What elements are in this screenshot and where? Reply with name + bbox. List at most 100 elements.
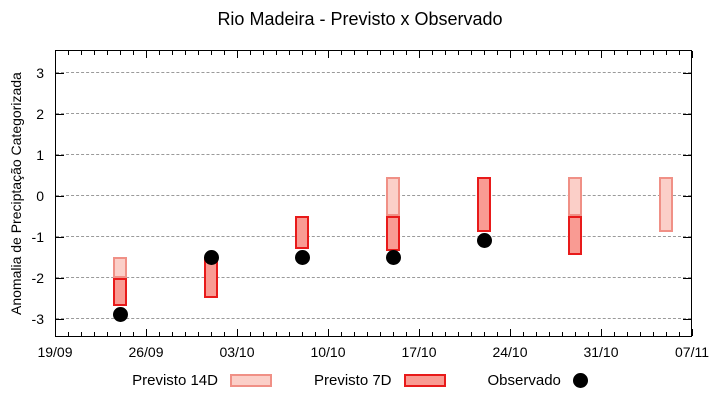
x-tick [666,51,667,55]
x-tick [328,329,329,336]
x-tick [237,51,238,58]
x-tick [458,332,459,336]
x-tick [107,51,108,55]
x-tick [120,51,121,55]
x-tick [536,51,537,55]
chart-title: Rio Madeira - Previsto x Observado [217,9,503,29]
x-tick [380,332,381,336]
x-tick-label: 19/09 [37,344,73,360]
x-tick [458,51,459,55]
observado-swatch-dot [572,373,588,388]
previsto-7d-bar [113,277,127,307]
x-tick [159,332,160,336]
x-tick [341,332,342,336]
x-tick [406,51,407,55]
y-tick-label: -1 [31,228,44,245]
x-tick [146,329,147,336]
previsto-14d-bar [113,257,127,278]
x-tick [250,51,251,55]
x-tick [302,332,303,336]
x-tick [679,51,680,55]
x-tick [601,329,602,336]
y-tick [683,236,691,238]
x-tick [198,332,199,336]
x-tick [614,51,615,55]
x-tick [276,51,277,55]
x-tick [133,332,134,336]
x-tick [263,51,264,55]
x-tick [354,51,355,55]
x-tick [432,51,433,55]
x-tick [406,332,407,336]
x-tick [146,51,147,58]
x-tick [263,332,264,336]
x-tick [523,332,524,336]
observado-dot [294,249,310,265]
x-tick [315,332,316,336]
y-tick-label: 2 [36,105,44,122]
legend-label-observado: Observado [487,372,561,389]
previsto-7d-bar [568,216,582,255]
y-tick [56,318,64,320]
gridline [56,154,691,156]
y-tick [56,154,64,156]
x-tick [653,51,654,55]
y-tick [56,113,64,115]
x-tick [172,51,173,55]
y-tick [683,277,691,279]
x-tick [471,332,472,336]
x-tick [198,51,199,55]
x-tick [510,51,511,58]
x-tick [107,332,108,336]
observado-dot [476,233,492,249]
x-tick [614,332,615,336]
y-tick [683,72,691,74]
x-tick [159,51,160,55]
x-tick [289,332,290,336]
y-tick [683,113,691,115]
x-tick [679,332,680,336]
x-tick [575,332,576,336]
x-tick [393,332,394,336]
previsto-7d-bar [386,216,400,251]
x-tick [692,329,693,336]
x-tick-label: 17/10 [401,344,437,360]
previsto-7d-swatch [403,374,446,387]
x-tick [588,51,589,55]
x-tick [94,51,95,55]
previsto-14d-swatch [229,374,272,387]
x-tick-label: 26/09 [128,344,164,360]
x-tick [211,332,212,336]
x-tick [419,329,420,336]
x-tick [549,51,550,55]
legend-item-previsto-14d: Previsto 14D [132,372,272,389]
x-tick [601,51,602,58]
x-tick [575,51,576,55]
x-tick [133,51,134,55]
x-tick [484,51,485,55]
x-tick [419,51,420,58]
x-tick-label: 24/10 [492,344,528,360]
x-tick [81,332,82,336]
x-tick-label: 03/10 [219,344,255,360]
legend-item-previsto-7d: Previsto 7D [314,372,446,389]
x-tick [289,51,290,55]
x-tick [367,332,368,336]
y-tick-label: 3 [36,64,44,81]
previsto-14d-bar [568,177,582,217]
legend-label-previsto-7d: Previsto 7D [313,372,392,389]
x-tick [185,51,186,55]
y-tick-label: -2 [31,269,44,286]
x-tick [328,51,329,58]
x-tick [549,332,550,336]
x-tick [172,332,173,336]
gridline [56,113,691,115]
x-tick [445,332,446,336]
x-tick [653,332,654,336]
x-tick [237,329,238,336]
x-tick-label: 10/10 [310,344,346,360]
x-tick [94,332,95,336]
x-tick [68,51,69,55]
gridline [56,195,691,197]
x-tick [536,332,537,336]
